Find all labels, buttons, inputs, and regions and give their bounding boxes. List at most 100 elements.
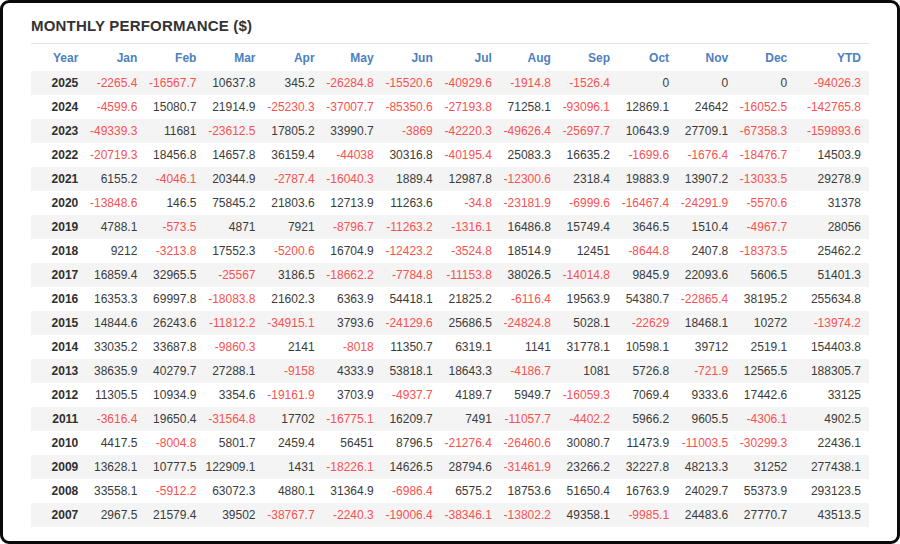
- value-cell: 21579.4: [145, 503, 204, 527]
- column-header-sep: Sep: [559, 45, 618, 71]
- column-header-aug: Aug: [500, 45, 559, 71]
- value-cell: 1431: [264, 455, 323, 479]
- value-cell: -11153.8: [441, 263, 500, 287]
- column-header-may: May: [323, 45, 382, 71]
- header-row: YearJanFebMarAprMayJunJulAugSepOctNovDec…: [31, 45, 869, 71]
- year-cell: 2023: [31, 119, 86, 143]
- value-cell: 12451: [559, 239, 618, 263]
- table-row-2017: 201716859.432965.5-255673186.5-18662.2-7…: [31, 263, 869, 287]
- value-cell: 36159.4: [264, 143, 323, 167]
- value-cell: -25230.3: [264, 95, 323, 119]
- column-header-feb: Feb: [145, 45, 204, 71]
- value-cell: 12565.5: [736, 359, 795, 383]
- column-header-nov: Nov: [677, 45, 736, 71]
- value-cell: 23266.2: [559, 455, 618, 479]
- year-cell: 2022: [31, 143, 86, 167]
- value-cell: -22629: [618, 311, 677, 335]
- value-cell: -5200.6: [264, 239, 323, 263]
- value-cell: -5912.2: [145, 479, 204, 503]
- value-cell: 75845.2: [204, 191, 263, 215]
- value-cell: -6986.4: [382, 479, 441, 503]
- value-cell: 33558.1: [86, 479, 145, 503]
- value-cell: -38767.7: [264, 503, 323, 527]
- value-cell: -13802.2: [500, 503, 559, 527]
- year-cell: 2014: [31, 335, 86, 359]
- value-cell: -20719.3: [86, 143, 145, 167]
- value-cell: 24483.6: [677, 503, 736, 527]
- column-header-mar: Mar: [204, 45, 263, 71]
- value-cell: 9605.5: [677, 407, 736, 431]
- value-cell: -14014.8: [559, 263, 618, 287]
- value-cell: 30316.8: [382, 143, 441, 167]
- value-cell: 33687.8: [145, 335, 204, 359]
- value-cell: -4402.2: [559, 407, 618, 431]
- table-row-2009: 200913628.110777.5122909.11431-18226.114…: [31, 455, 869, 479]
- value-cell: -27193.8: [441, 95, 500, 119]
- value-cell: 14657.8: [204, 143, 263, 167]
- value-cell: 2519.1: [736, 335, 795, 359]
- value-cell: -6999.6: [559, 191, 618, 215]
- value-cell: 28794.6: [441, 455, 500, 479]
- value-cell: 11473.9: [618, 431, 677, 455]
- value-cell: 26243.6: [145, 311, 204, 335]
- value-cell: -3616.4: [86, 407, 145, 431]
- value-cell: 17805.2: [264, 119, 323, 143]
- value-cell: 17702: [264, 407, 323, 431]
- value-cell: -16775.1: [323, 407, 382, 431]
- report-window: MONTHLY PERFORMANCE ($) YearJanFebMarApr…: [0, 0, 900, 544]
- table-row-2012: 201211305.510934.93354.6-19161.93703.9-4…: [31, 383, 869, 407]
- value-cell: 11350.7: [382, 335, 441, 359]
- value-cell: 4417.5: [86, 431, 145, 455]
- value-cell: 4880.1: [264, 479, 323, 503]
- value-cell: 54380.7: [618, 287, 677, 311]
- value-cell: 14626.5: [382, 455, 441, 479]
- table-body: 2025-2265.4-16567.710637.8345.2-26284.8-…: [31, 71, 869, 527]
- value-cell: 4871: [204, 215, 263, 239]
- value-cell: -8796.7: [323, 215, 382, 239]
- value-cell: -34.8: [441, 191, 500, 215]
- value-cell: 18643.3: [441, 359, 500, 383]
- value-cell: 51650.4: [559, 479, 618, 503]
- value-cell: -3869: [382, 119, 441, 143]
- year-cell: 2025: [31, 71, 86, 95]
- value-cell: -9985.1: [618, 503, 677, 527]
- value-cell: 53818.1: [382, 359, 441, 383]
- value-cell: 14844.6: [86, 311, 145, 335]
- column-header-dec: Dec: [736, 45, 795, 71]
- value-cell: -4937.7: [382, 383, 441, 407]
- table-row-2024: 2024-4599.615080.721914.9-25230.3-37007.…: [31, 95, 869, 119]
- value-cell: -26460.6: [500, 431, 559, 455]
- value-cell: 8796.5: [382, 431, 441, 455]
- table-row-2014: 201433035.233687.8-9860.32141-801811350.…: [31, 335, 869, 359]
- value-cell: 63072.3: [204, 479, 263, 503]
- year-cell: 2010: [31, 431, 86, 455]
- value-cell: 18514.9: [500, 239, 559, 263]
- value-cell: 17442.6: [736, 383, 795, 407]
- value-cell: 16353.3: [86, 287, 145, 311]
- column-header-jun: Jun: [382, 45, 441, 71]
- value-cell: 24642: [677, 95, 736, 119]
- value-cell: -13848.6: [86, 191, 145, 215]
- value-cell: 2459.4: [264, 431, 323, 455]
- value-cell: 33035.2: [86, 335, 145, 359]
- value-cell: 27288.1: [204, 359, 263, 383]
- value-cell: 2407.8: [677, 239, 736, 263]
- value-cell: 3646.5: [618, 215, 677, 239]
- value-cell: 31778.1: [559, 335, 618, 359]
- value-cell: 15749.4: [559, 215, 618, 239]
- value-cell: 31252: [736, 455, 795, 479]
- value-cell: 9333.6: [677, 383, 736, 407]
- value-cell: 71258.1: [500, 95, 559, 119]
- value-cell: 38635.9: [86, 359, 145, 383]
- value-cell: 10777.5: [145, 455, 204, 479]
- value-cell: 18468.1: [677, 311, 736, 335]
- value-cell: -16040.3: [323, 167, 382, 191]
- value-cell: 3354.6: [204, 383, 263, 407]
- year-cell: 2019: [31, 215, 86, 239]
- value-cell: 22093.6: [677, 263, 736, 287]
- value-cell: 33990.7: [323, 119, 382, 143]
- year-cell: 2013: [31, 359, 86, 383]
- value-cell: -24129.6: [382, 311, 441, 335]
- value-cell: 20344.9: [204, 167, 263, 191]
- value-cell: 3793.6: [323, 311, 382, 335]
